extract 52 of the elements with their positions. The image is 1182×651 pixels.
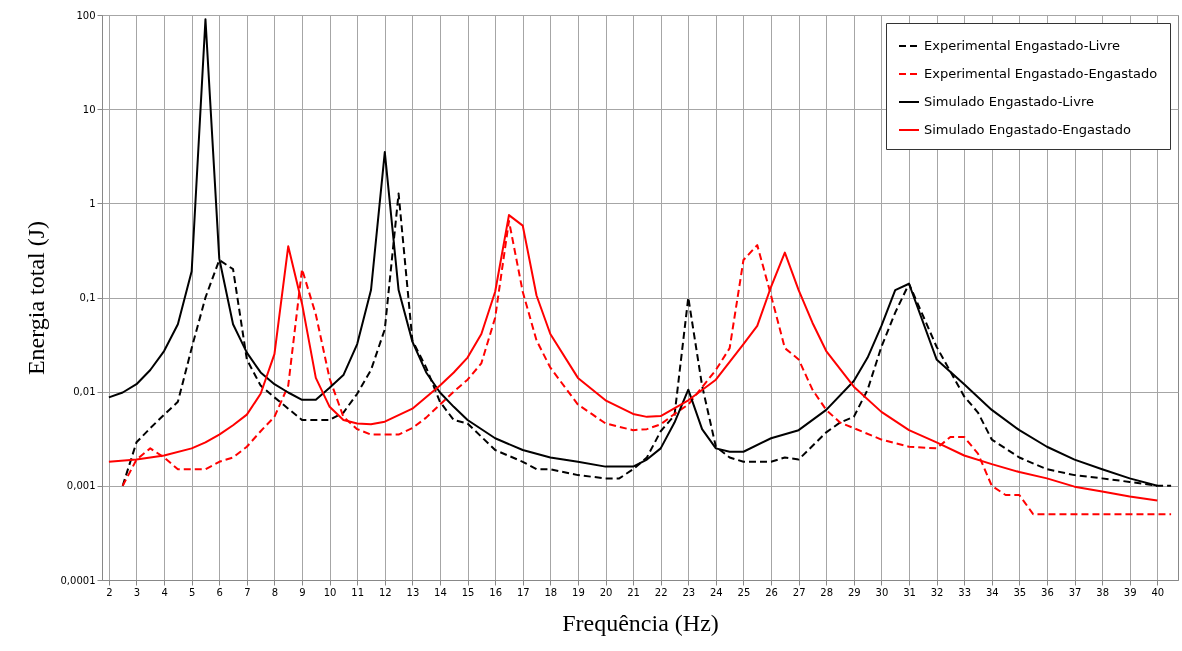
- x-tick-label: 24: [710, 586, 723, 598]
- x-tick-label: 3: [133, 586, 141, 598]
- x-tick-label: 38: [1096, 586, 1109, 598]
- y-tick-label: 0,001: [66, 480, 96, 492]
- x-tick-label: 12: [378, 586, 392, 598]
- x-tick-label: 26: [765, 586, 778, 598]
- y-tick-label: 100: [76, 9, 96, 21]
- x-tick-label: 23: [682, 586, 696, 598]
- x-tick-label: 6: [216, 586, 223, 598]
- x-tick-label: 21: [627, 586, 640, 598]
- x-tick-label: 7: [244, 586, 251, 598]
- x-tick-label: 31: [903, 586, 916, 598]
- y-tick-label: 0,01: [73, 386, 96, 398]
- x-tick-label: 28: [820, 586, 834, 598]
- x-tick-label: 39: [1123, 586, 1137, 598]
- x-axis-title: Frequência (Hz): [562, 609, 719, 636]
- x-tick-label: 30: [875, 586, 889, 598]
- x-tick-label: 5: [188, 586, 196, 598]
- legend-label: Experimental Engastado-Livre: [924, 38, 1121, 53]
- x-tick-label: 34: [985, 586, 999, 598]
- y-tick-label: 10: [82, 103, 96, 115]
- x-tick-label: 9: [299, 586, 306, 598]
- x-tick-label: 32: [930, 586, 944, 598]
- x-tick-label: 18: [544, 586, 558, 598]
- x-tick-label: 35: [1013, 586, 1027, 598]
- x-tick-label: 25: [737, 586, 751, 598]
- x-tick-label: 33: [958, 586, 972, 598]
- x-tick-label: 11: [351, 586, 365, 598]
- x-tick-label: 20: [599, 586, 613, 598]
- x-tick-label: 13: [406, 586, 420, 598]
- legend-label: Experimental Engastado-Engastado: [924, 66, 1158, 81]
- x-tick-label: 29: [847, 586, 861, 598]
- x-tick-label: 19: [572, 586, 585, 598]
- x-tick-label: 16: [489, 586, 503, 598]
- x-tick-label: 15: [461, 586, 475, 598]
- x-tick-label: 27: [792, 586, 806, 598]
- x-tick-label: 37: [1068, 586, 1082, 598]
- x-tick-label: 40: [1151, 586, 1165, 598]
- x-tick-label: 17: [516, 586, 530, 598]
- x-tick-label: 22: [654, 586, 668, 598]
- legend-label: Simulado Engastado-Engastado: [924, 122, 1132, 137]
- x-tick-label: 14: [434, 586, 447, 598]
- y-tick-label: 1: [89, 197, 96, 209]
- x-tick-label: 2: [106, 586, 113, 598]
- x-tick-label: 36: [1041, 586, 1054, 598]
- y-tick-label: 0,0001: [60, 574, 96, 586]
- x-tick-label: 10: [323, 586, 337, 598]
- y-tick-label: 0,1: [79, 292, 96, 303]
- x-tick-label: 8: [271, 586, 279, 598]
- legend-label: Simulado Engastado-Livre: [924, 94, 1094, 109]
- y-axis-title: Energia total (J): [22, 220, 49, 376]
- x-tick-label: 4: [161, 586, 168, 598]
